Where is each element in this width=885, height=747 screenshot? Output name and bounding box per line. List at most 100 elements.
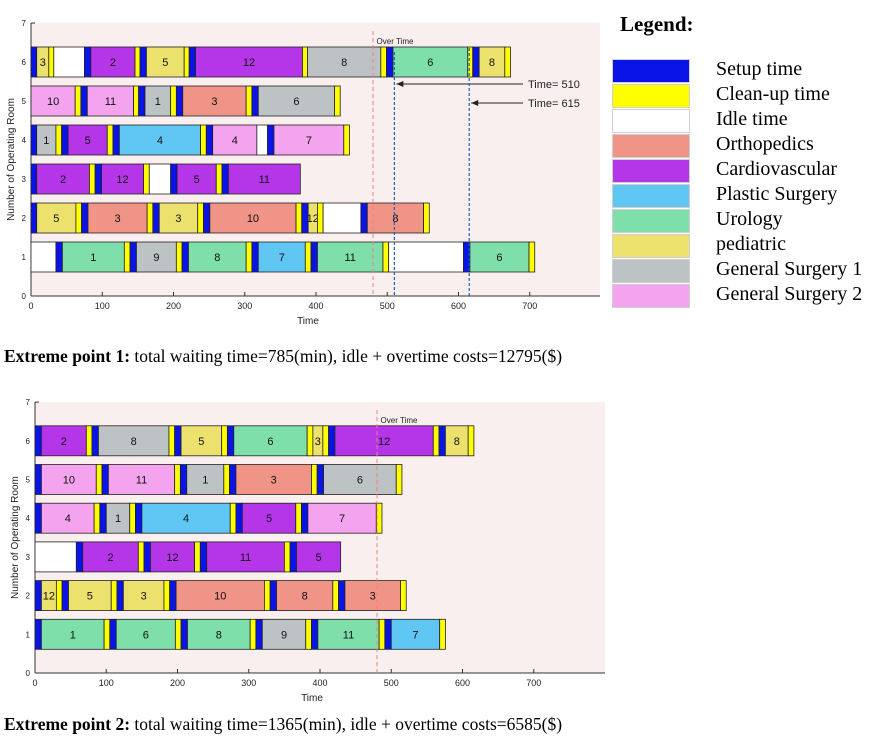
cleanup-bar [229,502,237,534]
surgery-label: 3 [40,57,46,69]
x-tick-label: 500 [384,678,399,688]
surgery-label: 4 [65,513,71,525]
y-tick-label: 1 [26,630,31,639]
surgery-label: 9 [281,629,287,641]
cleanup-bar [467,425,475,457]
surgery-label: 5 [266,513,272,525]
x-tick-label: 100 [95,301,110,311]
surgery-label: 3 [141,591,147,603]
setup-bar [311,618,319,650]
surgery-bar [227,163,301,195]
surgery-label: 3 [271,475,277,487]
setup-bar [112,124,120,156]
cleanup-bar [249,618,257,650]
cleanup-bar [48,46,55,78]
cleanup-bar [245,241,253,273]
setup-bar [30,124,38,156]
surgery-bar [41,618,105,650]
surgery-label: 3 [211,96,217,108]
x-tick-label: 300 [237,301,252,311]
surgery-label: 4 [157,135,163,147]
setup-bar [199,541,208,573]
idle-bar [322,202,362,234]
setup-bar [269,580,277,612]
legend-swatch [612,284,690,308]
surgery-label: 2 [107,552,113,564]
cleanup-bar [432,425,440,457]
legend-swatch [612,134,690,158]
setup-bar [301,502,309,534]
cleanup-bar [295,202,303,234]
surgery-label: 12 [243,57,255,69]
cleanup-bar [305,618,312,650]
gantt-chart-extreme-point-2: 0 100 200 300 400 500 600 70001234567TimeNumber… [10,398,605,704]
surgery-label: 8 [392,213,398,225]
surgery-label: 8 [489,57,495,69]
surgery-label: 1 [115,513,121,525]
surgery-bar [206,541,285,573]
surgery-bar [276,580,334,612]
idle-bar [53,46,85,78]
y-tick-label: 0 [22,292,27,301]
surgery-bar [158,202,199,234]
setup-bar [386,46,394,78]
x-tick-label: 0 [32,678,37,688]
legend-label: Plastic Surgery [716,183,838,205]
surgery-label: 7 [412,629,418,641]
setup-bar [109,618,117,650]
legend-swatch [612,184,690,208]
legend-label: Orthopedics [716,133,814,155]
x-tick-label: 600 [451,301,466,311]
cleanup-bar [74,85,82,117]
surgery-bar [344,580,401,612]
x-axis-label: Time [301,693,323,704]
setup-bar [34,464,42,495]
setup-bar [84,46,92,78]
cleanup-bar [170,85,177,117]
cleanup-bar [264,580,271,612]
cleanup-bar [382,241,390,273]
cleanup-bar [55,580,63,612]
surgery-label: 3 [175,213,181,225]
y-tick-label: 2 [26,592,31,601]
cleanup-bar [334,85,341,117]
x-tick-label: 100 [99,678,114,688]
legend-label: Cardiovascular [716,158,838,180]
setup-bar [30,46,38,78]
cleanup-bar [504,46,511,78]
y-tick-label: 4 [26,514,31,523]
setup-bar [99,502,107,534]
surgery-bar [175,580,265,612]
x-tick-label: 600 [455,678,470,688]
setup-bar [221,163,229,195]
setup-bar [463,241,471,273]
cleanup-bar [168,425,176,457]
cleanup-bar [175,241,183,273]
surgery-label: 12 [378,436,390,448]
surgery-label: 8 [454,436,460,448]
overtime-label: Over Time [377,37,414,46]
setup-bar [235,502,243,534]
surgery-label: 11 [105,96,116,108]
surgery-bar [118,124,201,156]
legend-swatch [612,159,690,183]
legend-label: Idle time [716,108,788,130]
cleanup-bar [89,163,96,195]
surgery-bar [273,124,345,156]
surgery-label: 8 [302,591,308,603]
surgery-bar [98,425,170,457]
surgery-label: 5 [194,174,200,186]
surgery-label: 6 [143,629,149,641]
setup-bar [251,85,259,117]
time-marker-label: Time= 510 [528,79,580,91]
setup-bar [229,464,237,495]
surgery-bar [68,580,112,612]
surgery-bar [317,241,384,273]
cleanup-bar [375,502,383,534]
cleanup-bar [221,425,228,457]
cleanup-bar [110,580,118,612]
y-tick-label: 5 [26,476,31,485]
cleanup-bar [306,425,314,457]
legend-swatch [612,109,690,133]
surgery-label: 10 [47,96,59,108]
